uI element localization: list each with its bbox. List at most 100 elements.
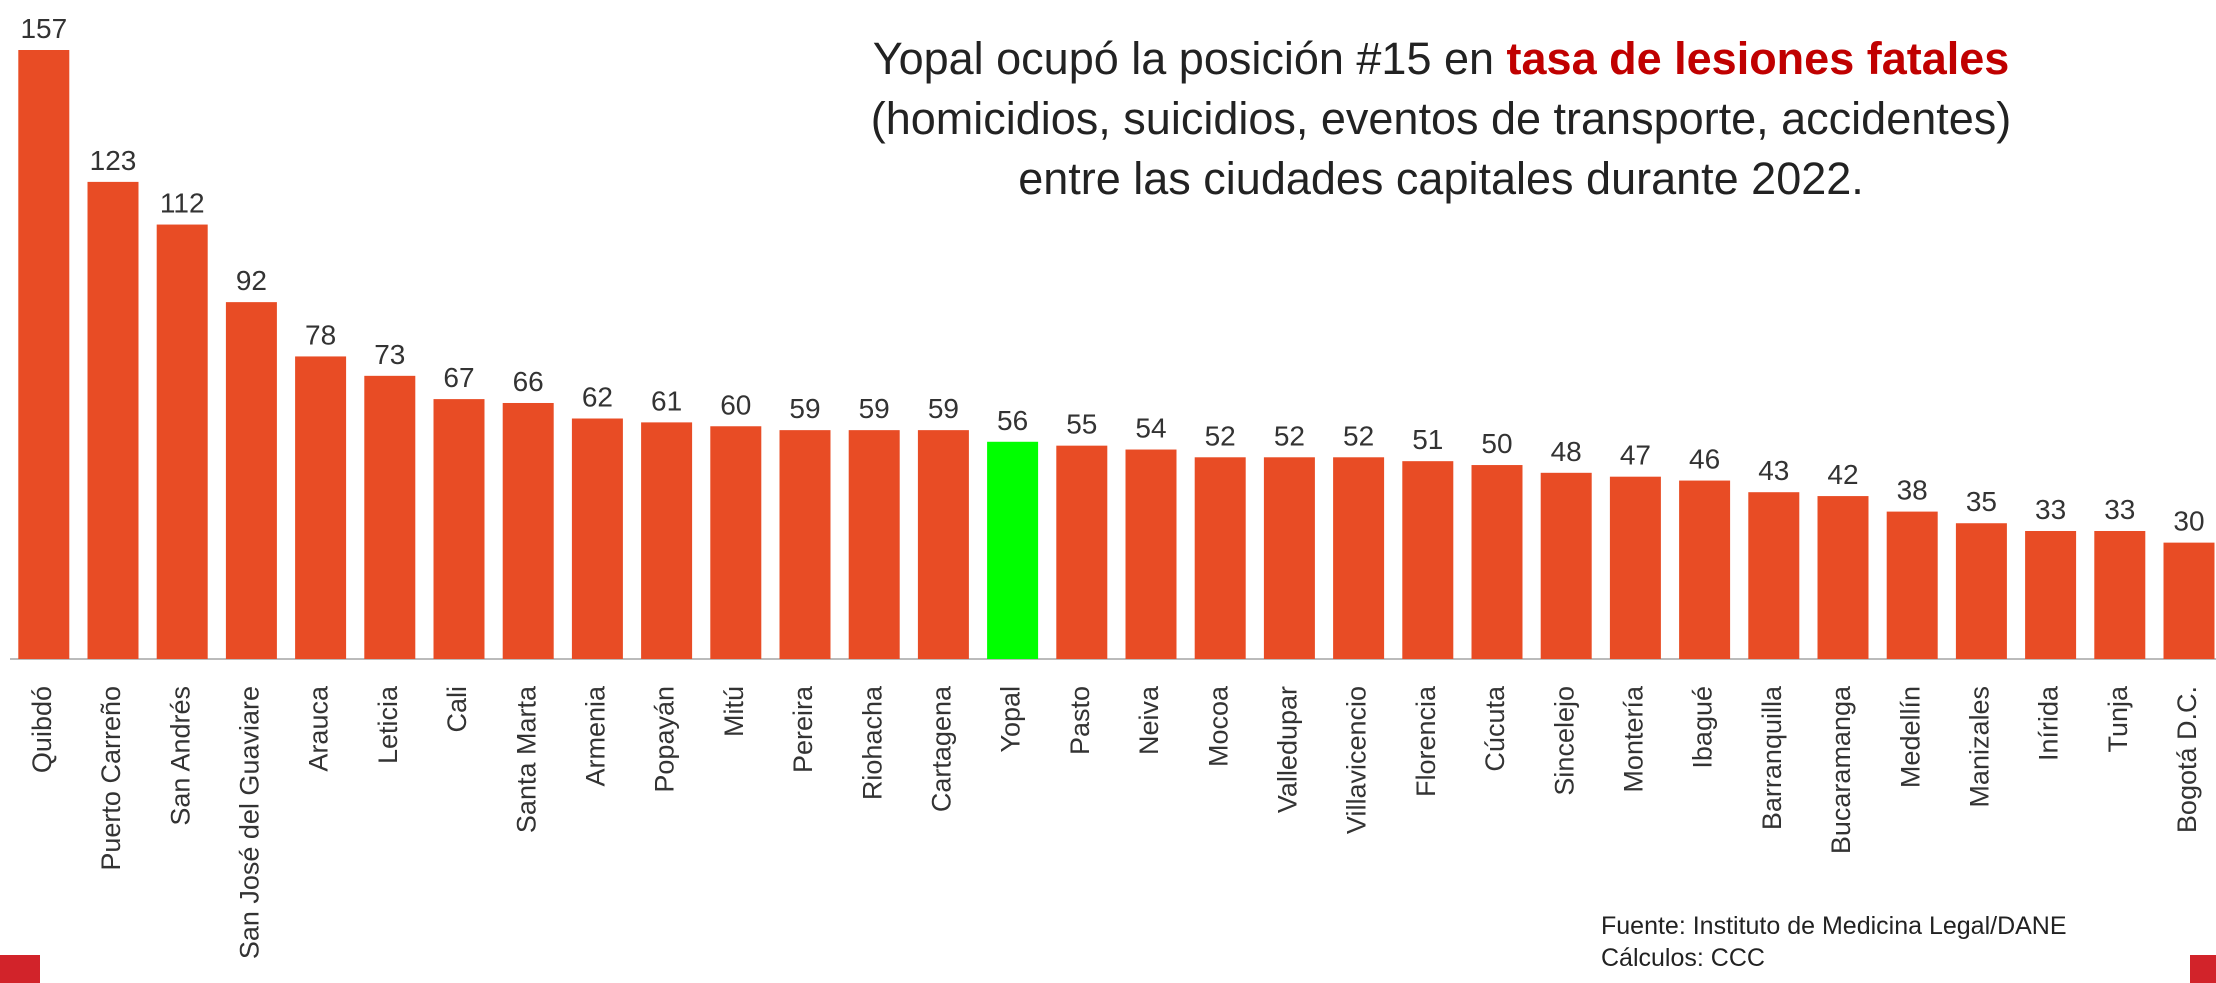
bar: [848, 430, 900, 659]
bar: [1194, 457, 1246, 659]
value-label: 42: [1827, 459, 1858, 490]
x-tick-label: Villavicencio: [1342, 686, 1372, 834]
bar: [1955, 523, 2007, 659]
bar: [2094, 530, 2146, 659]
value-label: 48: [1551, 436, 1582, 467]
bar: [1886, 511, 1938, 659]
value-label: 123: [90, 145, 137, 176]
bar: [2025, 530, 2077, 659]
bar: [917, 430, 969, 659]
bar: [295, 356, 347, 659]
value-label: 33: [2104, 494, 2135, 525]
x-tick-label: Medellín: [1895, 686, 1925, 788]
x-tick-label: Riohacha: [857, 685, 887, 800]
bar: [1056, 445, 1108, 659]
value-label: 55: [1066, 409, 1097, 440]
x-tick-label: Florencia: [1411, 685, 1441, 797]
bar: [1540, 472, 1592, 659]
bar: [1263, 457, 1315, 659]
bar: [987, 441, 1039, 659]
value-label: 157: [20, 13, 67, 44]
source: Cálculos: CCC: [1601, 944, 1765, 972]
value-label: 52: [1274, 420, 1305, 451]
value-label: 52: [1343, 420, 1374, 451]
value-label: 54: [1135, 413, 1166, 444]
x-tick-label: Montería: [1619, 685, 1649, 793]
x-tick-label: Valledupar: [1273, 686, 1303, 813]
value-label: 67: [443, 362, 474, 393]
value-label: 33: [2035, 494, 2066, 525]
bar: [2163, 542, 2215, 659]
x-tick-label: Pasto: [1065, 686, 1095, 755]
value-label: 92: [236, 265, 267, 296]
x-tick-label: Mitú: [719, 686, 749, 737]
x-tick-label: Santa Marta: [511, 685, 541, 833]
source: Fuente: Instituto de Medicina Legal/DANE: [1601, 912, 2067, 940]
title-highlight: tasa de lesiones fatales: [1507, 33, 2010, 84]
x-tick-label: Arauca: [304, 685, 334, 772]
value-label: 60: [720, 389, 751, 420]
bar: [710, 426, 762, 659]
value-label: 43: [1758, 455, 1789, 486]
x-tick-label: San Andrés: [165, 686, 195, 826]
value-label: 51: [1412, 424, 1443, 455]
x-tick-label: Ibagué: [1688, 686, 1718, 769]
corner-mark: [2190, 955, 2216, 983]
bar: [156, 224, 208, 659]
bar: [18, 50, 70, 659]
value-label: 78: [305, 319, 336, 350]
bar: [779, 430, 831, 659]
value-label: 35: [1966, 486, 1997, 517]
x-tick-label: Barranquilla: [1757, 685, 1787, 830]
value-label: 59: [859, 393, 890, 424]
bar: [1471, 465, 1523, 659]
x-tick-label: Inírida: [2034, 685, 2064, 761]
value-label: 66: [513, 366, 544, 397]
bar: [1125, 449, 1177, 659]
value-label: 59: [928, 393, 959, 424]
bar: [225, 302, 277, 659]
bar: [1679, 480, 1731, 659]
x-tick-label: Cartagena: [927, 685, 957, 812]
bar: [433, 399, 485, 659]
x-tick-label: Cali: [442, 686, 472, 733]
x-tick-label: Mocoa: [1203, 685, 1233, 767]
x-tick-label: Popayán: [650, 686, 680, 793]
value-label: 47: [1620, 440, 1651, 471]
bar: [1748, 492, 1800, 659]
bar: [1609, 476, 1661, 659]
x-tick-label: Yopal: [996, 686, 1026, 753]
value-label: 38: [1897, 475, 1928, 506]
value-label: 62: [582, 382, 613, 413]
value-label: 56: [997, 405, 1028, 436]
x-tick-label: Manizales: [1965, 686, 1995, 808]
value-label: 50: [1481, 428, 1512, 459]
corner-mark: [0, 955, 40, 983]
chart-title-line: entre las ciudades capitales durante 202…: [1018, 153, 1864, 204]
x-tick-label: Armenia: [581, 685, 611, 787]
value-label: 73: [374, 339, 405, 370]
bar: [502, 402, 554, 659]
x-tick-label: Leticia: [373, 685, 403, 764]
bar: [571, 418, 623, 659]
title-text: Yopal ocupó la posición #15 en: [873, 33, 1494, 84]
x-tick-label: Pereira: [788, 685, 818, 773]
x-tick-label: Puerto Carreño: [96, 686, 126, 871]
bar: [87, 181, 139, 659]
value-label: 112: [160, 188, 205, 219]
x-tick-label: Sincelejo: [1549, 686, 1579, 796]
x-tick-label: Neiva: [1134, 685, 1164, 755]
bar: [364, 375, 416, 659]
value-label: 61: [651, 385, 682, 416]
value-label: 46: [1689, 444, 1720, 475]
bar: [1817, 496, 1869, 659]
bar: [641, 422, 693, 659]
x-tick-label: Quibdó: [27, 686, 57, 773]
bar: [1402, 461, 1454, 659]
x-tick-label: Cúcuta: [1480, 685, 1510, 772]
value-label: 30: [2173, 506, 2204, 537]
bar: [1333, 457, 1385, 659]
chart-title-line: (homicidios, suicidios, eventos de trans…: [871, 93, 2012, 144]
x-tick-label: Tunja: [2103, 685, 2133, 753]
chart-title-line: Yopal ocupó la posición #15 en tasa de l…: [873, 33, 2010, 84]
